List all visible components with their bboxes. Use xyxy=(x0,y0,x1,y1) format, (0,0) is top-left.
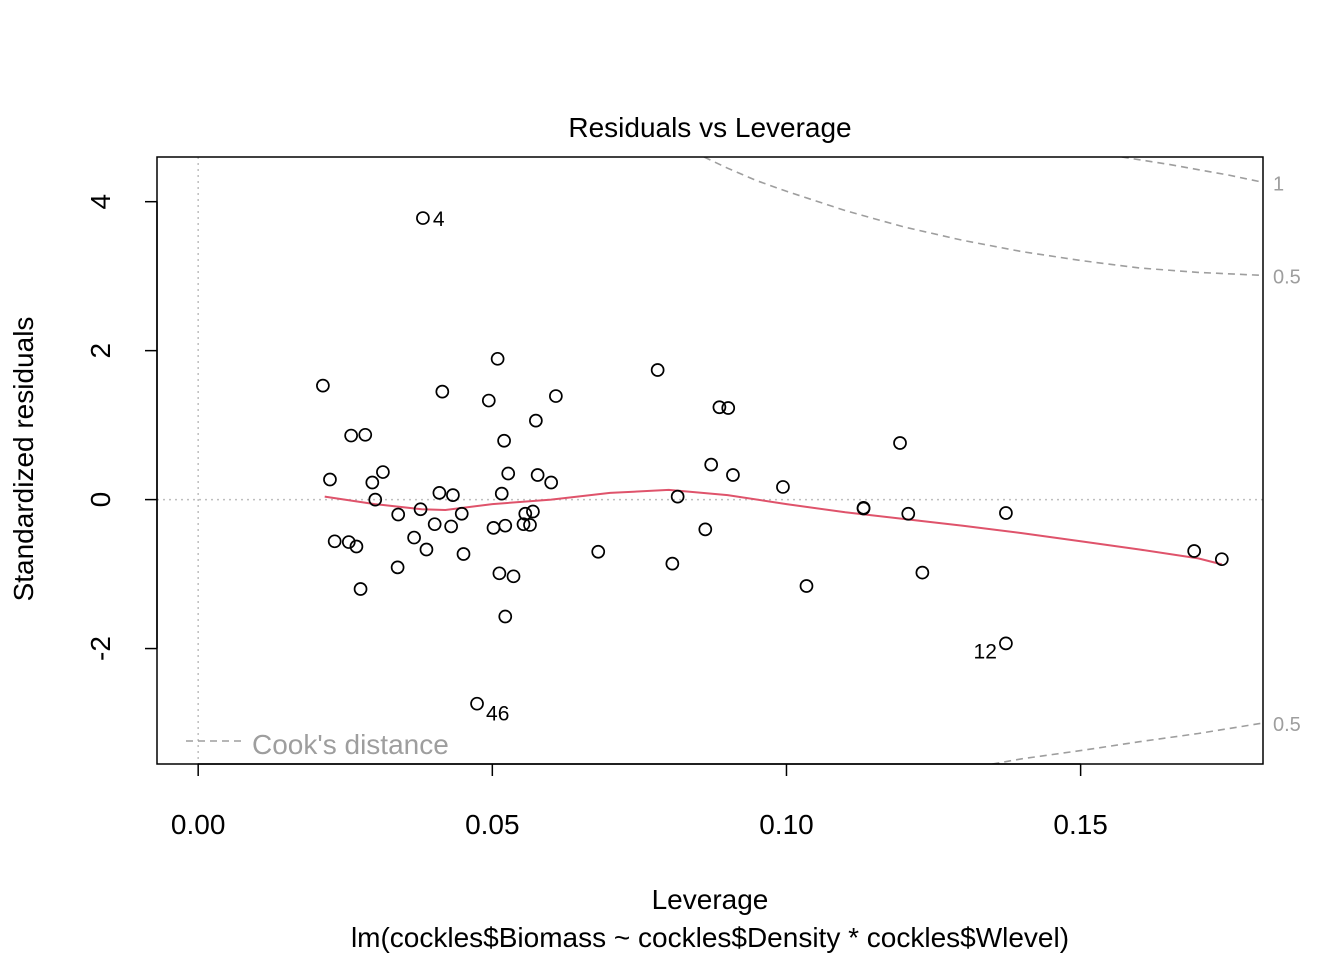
data-point xyxy=(999,636,1013,651)
data-point xyxy=(799,579,814,593)
data-point xyxy=(506,569,521,584)
cooks-distance-label: 0.5 xyxy=(1273,714,1301,736)
data-point xyxy=(416,211,430,225)
data-point xyxy=(391,507,406,522)
cooks-distance-curve xyxy=(703,157,1263,277)
data-point xyxy=(698,522,713,537)
data-point xyxy=(549,389,563,403)
data-point xyxy=(526,504,540,519)
data-point xyxy=(454,506,469,521)
data-point xyxy=(353,582,368,596)
x-tick-label: 0.15 xyxy=(1053,809,1108,840)
chart-title: Residuals vs Leverage xyxy=(568,112,852,143)
data-point xyxy=(341,535,356,549)
data-point xyxy=(365,475,380,490)
cooks-distance-curve xyxy=(992,722,1263,764)
data-point xyxy=(530,468,545,482)
data-point xyxy=(670,489,685,504)
smooth-line xyxy=(324,488,1223,566)
y-tick-label: -2 xyxy=(85,636,116,661)
point-label: 46 xyxy=(486,703,509,726)
data-point xyxy=(516,517,531,532)
data-point xyxy=(486,521,501,535)
data-point xyxy=(1214,552,1229,567)
data-point xyxy=(498,609,513,624)
data-point xyxy=(915,565,930,580)
legend-label: Cook's distance xyxy=(252,729,449,760)
cooks-distance-label: 0.5 xyxy=(1273,266,1301,288)
data-point xyxy=(481,393,496,408)
data-point xyxy=(529,413,543,428)
data-point xyxy=(432,486,447,500)
y-tick-label: 4 xyxy=(85,194,116,210)
x-tick-label: 0.10 xyxy=(759,809,814,840)
data-point xyxy=(544,475,559,490)
data-point xyxy=(419,542,434,557)
data-point xyxy=(776,480,790,494)
data-point xyxy=(413,502,428,517)
data-point xyxy=(456,547,471,561)
data-point xyxy=(498,518,513,533)
data-point xyxy=(390,560,405,575)
data-point xyxy=(665,556,680,571)
data-point xyxy=(999,506,1013,520)
data-point xyxy=(446,488,460,502)
x-tick-label: 0.00 xyxy=(171,809,226,840)
point-label: 12 xyxy=(974,640,997,663)
data-point xyxy=(316,378,330,393)
point-label: 4 xyxy=(433,208,445,231)
plot-frame xyxy=(156,156,1264,765)
data-point xyxy=(893,436,907,450)
data-point xyxy=(856,501,871,516)
y-tick-label: 0 xyxy=(85,492,116,508)
data-point xyxy=(349,539,364,554)
data-point xyxy=(492,566,507,581)
data-point xyxy=(726,468,740,482)
x-axis-label: Leverage xyxy=(651,884,769,915)
data-point xyxy=(1187,544,1202,558)
y-tick-label: 2 xyxy=(85,343,116,359)
model-formula-subtitle: lm(cockles$Biomass ~ cockles$Density * c… xyxy=(350,922,1070,953)
cooks-distance-label: 1 xyxy=(1273,173,1284,195)
data-point xyxy=(494,486,509,501)
data-point xyxy=(323,472,337,487)
data-point xyxy=(358,427,373,442)
data-point xyxy=(721,401,736,415)
data-point xyxy=(497,433,511,448)
data-point xyxy=(407,530,421,545)
data-point xyxy=(901,506,916,521)
data-point xyxy=(490,351,505,366)
data-point xyxy=(518,506,533,521)
cooks-distance-curve xyxy=(1121,157,1263,184)
data-point xyxy=(427,517,442,532)
x-tick-label: 0.05 xyxy=(465,809,520,840)
data-point xyxy=(591,544,606,559)
data-point xyxy=(704,457,719,472)
data-point xyxy=(444,519,458,534)
data-point xyxy=(435,384,450,399)
data-point xyxy=(376,465,390,479)
data-point xyxy=(368,492,383,507)
data-point xyxy=(523,518,537,532)
data-point xyxy=(650,363,665,377)
data-point xyxy=(327,534,342,549)
data-point xyxy=(470,696,484,711)
data-point xyxy=(712,400,727,415)
data-point xyxy=(344,428,358,443)
data-point xyxy=(501,466,516,481)
